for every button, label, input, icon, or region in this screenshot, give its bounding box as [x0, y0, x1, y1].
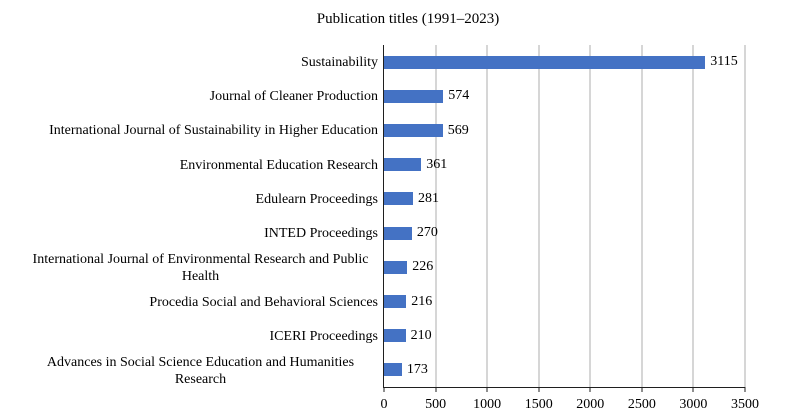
gridline: [744, 45, 746, 387]
category-label: International Journal of Sustainability …: [0, 114, 378, 148]
x-axis-tick-label: 0: [380, 397, 388, 412]
category-label-text: Environmental Education Research: [179, 157, 378, 173]
plot-area: 0 500 1000 1500 2000 2500 3000 3500 3115 574 569 36…: [381, 45, 759, 412]
x-axis-tick-label: 1000: [473, 397, 502, 412]
chart-title: Publication titles (1991–2023): [316, 11, 500, 27]
gridline: [641, 45, 643, 387]
x-axis-tick-mark: [383, 387, 385, 392]
category-label-text: Journal of Cleaner Production: [209, 88, 378, 104]
bar-value-label: 361: [426, 156, 448, 172]
bar: [384, 260, 408, 274]
bar: [384, 89, 444, 103]
category-label: Advances in Social Science Education and…: [0, 354, 378, 388]
bar-value-label: 210: [410, 327, 432, 343]
bar: [384, 363, 402, 377]
category-label-text: ICERI Proceedings: [269, 329, 378, 345]
x-axis-tick-mark: [435, 387, 437, 392]
bar-value-label: 569: [447, 122, 469, 138]
bar: [384, 158, 422, 172]
bar: [384, 124, 443, 137]
x-axis-tick-mark: [744, 387, 746, 392]
category-label-text: INTED Proceedings: [264, 226, 378, 242]
bar-value-label: 3115: [710, 54, 738, 70]
category-label: Journal of Cleaner Production: [0, 79, 378, 113]
category-label: Environmental Education Research: [0, 148, 378, 182]
bar-value-label: 281: [417, 190, 439, 206]
bar: [384, 55, 706, 69]
x-axis-tick-label: 500: [425, 397, 447, 412]
x-axis-tick-mark: [486, 387, 488, 392]
category-label: Edulearn Proceedings: [0, 182, 378, 216]
category-label-text: Sustainability: [301, 54, 378, 70]
bar-value-label: 226: [412, 259, 434, 275]
gridline: [538, 45, 540, 387]
gridline: [589, 45, 591, 387]
x-axis-tick-label: 1500: [524, 397, 553, 412]
gridline: [692, 45, 694, 387]
x-axis-tick-label: 3000: [679, 397, 708, 412]
category-label: INTED Proceedings: [0, 217, 378, 251]
category-label-text: Procedia Social and Behavioral Sciences: [149, 294, 378, 310]
bar: [384, 295, 407, 308]
bar-value-label: 173: [406, 361, 428, 377]
category-axis: Sustainability Journal of Cleaner Product…: [0, 45, 378, 388]
category-label: International Journal of Environmental R…: [0, 251, 378, 285]
x-axis-tick-label: 3500: [731, 397, 759, 412]
gridline: [435, 45, 437, 387]
bar-value-label: 216: [411, 293, 433, 309]
category-label-text: Edulearn Proceedings: [255, 191, 378, 207]
category-label-text: International Journal of Environmental R…: [32, 251, 369, 284]
bar-value-label: 574: [448, 88, 470, 104]
category-label: Procedia Social and Behavioral Sciences: [0, 285, 378, 319]
x-axis-tick-label: 2000: [576, 397, 605, 412]
x-axis-tick-mark: [641, 387, 643, 392]
gridline: [486, 45, 488, 387]
category-label: Sustainability: [0, 45, 378, 79]
x-axis-tick-mark: [538, 387, 540, 392]
bar: [384, 226, 412, 240]
bar: [384, 192, 413, 206]
bar: [384, 329, 406, 343]
x-axis-tick-mark: [589, 387, 591, 392]
x-axis-tick-mark: [692, 387, 694, 392]
x-axis-tick-label: 2500: [627, 397, 656, 412]
category-label-text: International Journal of Sustainability …: [49, 123, 378, 139]
bar-value-label: 270: [416, 225, 438, 241]
category-label: ICERI Proceedings: [0, 319, 378, 353]
category-label-text: Advances in Social Science Education and…: [46, 354, 355, 387]
